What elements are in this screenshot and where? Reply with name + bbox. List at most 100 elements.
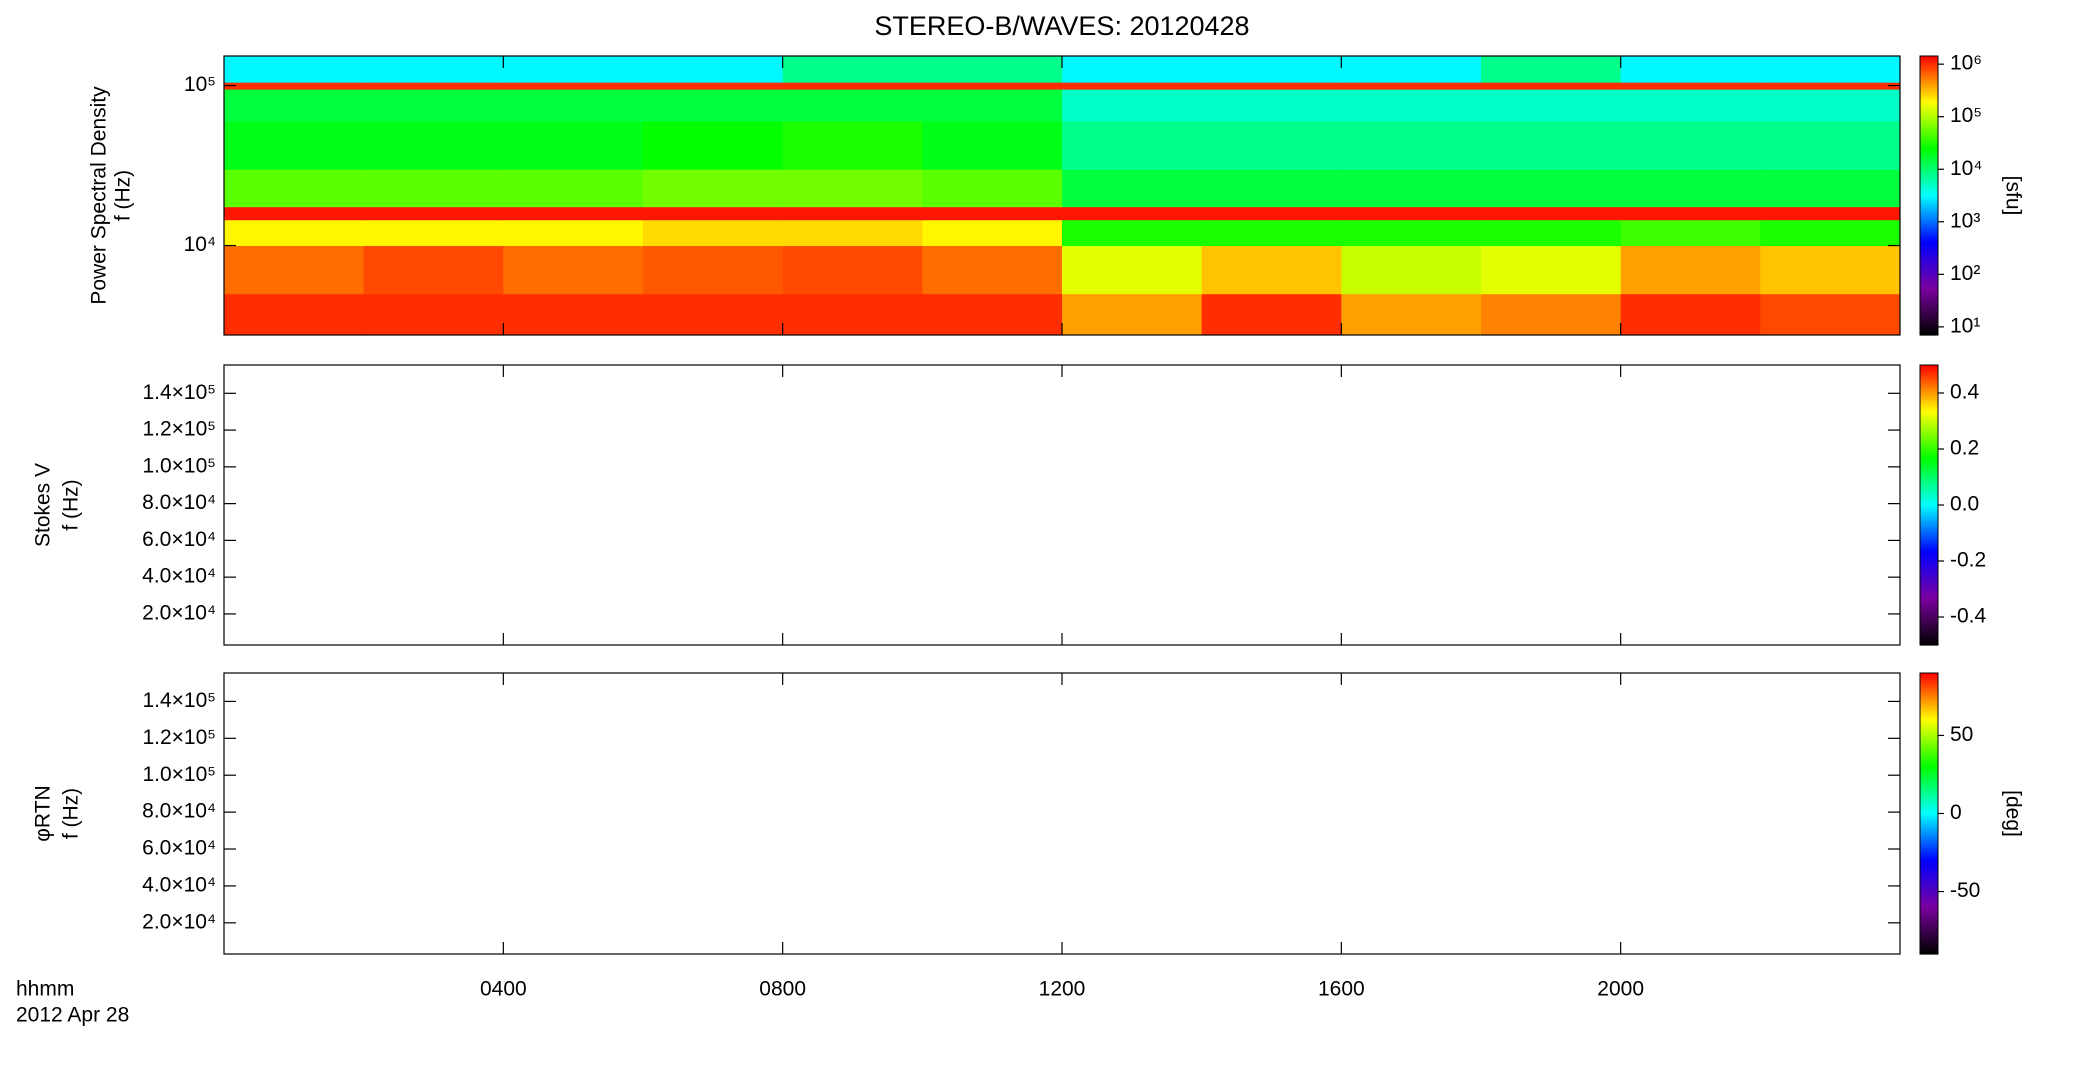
colorbar-slice: [1920, 827, 1938, 831]
colorbar-slice: [1920, 780, 1938, 784]
colorbar-slice: [1920, 139, 1938, 143]
colorbar-tick-label: 0.2: [1950, 437, 1979, 460]
colorbar-slice: [1920, 90, 1938, 94]
colorbar-slice: [1920, 825, 1938, 829]
colorbar-slice: [1920, 128, 1938, 131]
y-tick-label: 2.0×10⁴: [142, 910, 216, 933]
colorbar-slice: [1920, 402, 1938, 406]
colorbar-slice: [1920, 516, 1938, 520]
colorbar-tick-label: 10³: [1950, 209, 1980, 232]
colorbar-slice: [1920, 876, 1938, 880]
heatmap-cell: [363, 245, 504, 295]
colorbar-slice: [1920, 409, 1938, 413]
heatmap-cell: [782, 245, 923, 295]
heatmap-cell: [1481, 293, 1622, 336]
colorbar-slice: [1920, 190, 1938, 194]
colorbar-slice: [1920, 848, 1938, 852]
heatmap-cell: [1760, 89, 1901, 122]
colorbar-slice: [1920, 673, 1938, 676]
colorbar-slice: [1920, 542, 1938, 546]
heatmap-cell: [1620, 121, 1761, 170]
colorbar-slice: [1920, 902, 1938, 906]
colorbar-slice: [1920, 242, 1938, 245]
colorbar-slice: [1920, 465, 1938, 469]
heatmap-cell: [782, 293, 923, 336]
colorbar-slice: [1920, 946, 1938, 950]
colorbar-slice: [1920, 939, 1938, 943]
heatmap-cell: [224, 245, 365, 295]
colorbar-slice: [1920, 397, 1938, 401]
heatmap-cell: [1062, 169, 1203, 208]
heatmap-cell: [363, 89, 504, 122]
colorbar-slice: [1920, 790, 1938, 794]
colorbar-slice: [1920, 467, 1938, 471]
colorbar-slice: [1920, 822, 1938, 826]
colorbar-slice: [1920, 502, 1938, 506]
colorbar-slice: [1920, 584, 1938, 588]
colorbar-slice: [1920, 162, 1938, 166]
colorbar-slice: [1920, 311, 1938, 315]
colorbar-slice: [1920, 881, 1938, 885]
colorbar-slice: [1920, 944, 1938, 948]
heatmap-cell: [1341, 293, 1482, 336]
colorbar-slice: [1920, 283, 1938, 287]
heatmap-cell: [1201, 56, 1342, 83]
heatmap-cell: [922, 293, 1063, 336]
colorbar-slice: [1920, 703, 1938, 707]
colorbar-slice: [1920, 738, 1938, 742]
x-tick-label: 1600: [1318, 978, 1365, 1001]
colorbar-slice: [1920, 107, 1938, 111]
colorbar-slice: [1920, 442, 1938, 445]
colorbar-slice: [1920, 719, 1938, 723]
colorbar-slice: [1920, 570, 1938, 574]
colorbar-slice: [1920, 437, 1938, 441]
colorbar-tick-label: 10⁵: [1950, 104, 1982, 127]
heatmap-cell: [1341, 89, 1482, 122]
heatmap-cell: [1620, 219, 1761, 247]
colorbar-slice: [1920, 288, 1938, 292]
colorbar-slice: [1920, 628, 1938, 632]
colorbar-slice: [1920, 626, 1938, 630]
colorbar-slice: [1920, 808, 1938, 812]
heatmap-cell: [782, 206, 923, 221]
colorbar-slice: [1920, 806, 1938, 810]
colorbar-slice: [1920, 633, 1938, 637]
colorbar-slice: [1920, 281, 1938, 285]
colorbar-slice: [1920, 624, 1938, 627]
heatmap-cell: [782, 82, 923, 90]
colorbar-slice: [1920, 395, 1938, 399]
colorbar-slice: [1920, 400, 1938, 403]
colorbar-slice: [1920, 949, 1938, 953]
colorbar-slice: [1920, 470, 1938, 473]
colorbar-slice: [1920, 694, 1938, 698]
colorbar-slice: [1920, 160, 1938, 164]
heatmap-cell: [782, 121, 923, 170]
colorbar-slice: [1920, 724, 1938, 728]
colorbar-slice: [1920, 792, 1938, 796]
colorbar-slice: [1920, 83, 1938, 87]
colorbar-slice: [1920, 432, 1938, 436]
colorbar-slice: [1920, 745, 1938, 749]
colorbar-slice: [1920, 383, 1938, 387]
colorbar-slice: [1920, 535, 1938, 539]
colorbar-slice: [1920, 886, 1938, 890]
colorbar-slice: [1920, 640, 1938, 644]
colorbar-slice: [1920, 537, 1938, 541]
colorbar-slice: [1920, 696, 1938, 700]
colorbar-slice: [1920, 230, 1938, 234]
y-tick-label: 6.0×10⁴: [142, 837, 216, 860]
colorbar-slice: [1920, 605, 1938, 609]
heatmap-cell: [1201, 121, 1342, 170]
colorbar-slice: [1920, 323, 1938, 327]
heatmap-cell: [1062, 206, 1203, 221]
heatmap-cell: [1620, 56, 1761, 83]
colorbar-slice: [1920, 836, 1938, 840]
heatmap-cell: [1481, 169, 1622, 208]
colorbar-slice: [1920, 269, 1938, 273]
colorbar-slice: [1920, 376, 1938, 380]
colorbar-slice: [1920, 321, 1938, 324]
colorbar-slice: [1920, 710, 1938, 714]
colorbar-slice: [1920, 221, 1938, 224]
heatmap-cell: [1620, 89, 1761, 122]
colorbar-slice: [1920, 904, 1938, 908]
